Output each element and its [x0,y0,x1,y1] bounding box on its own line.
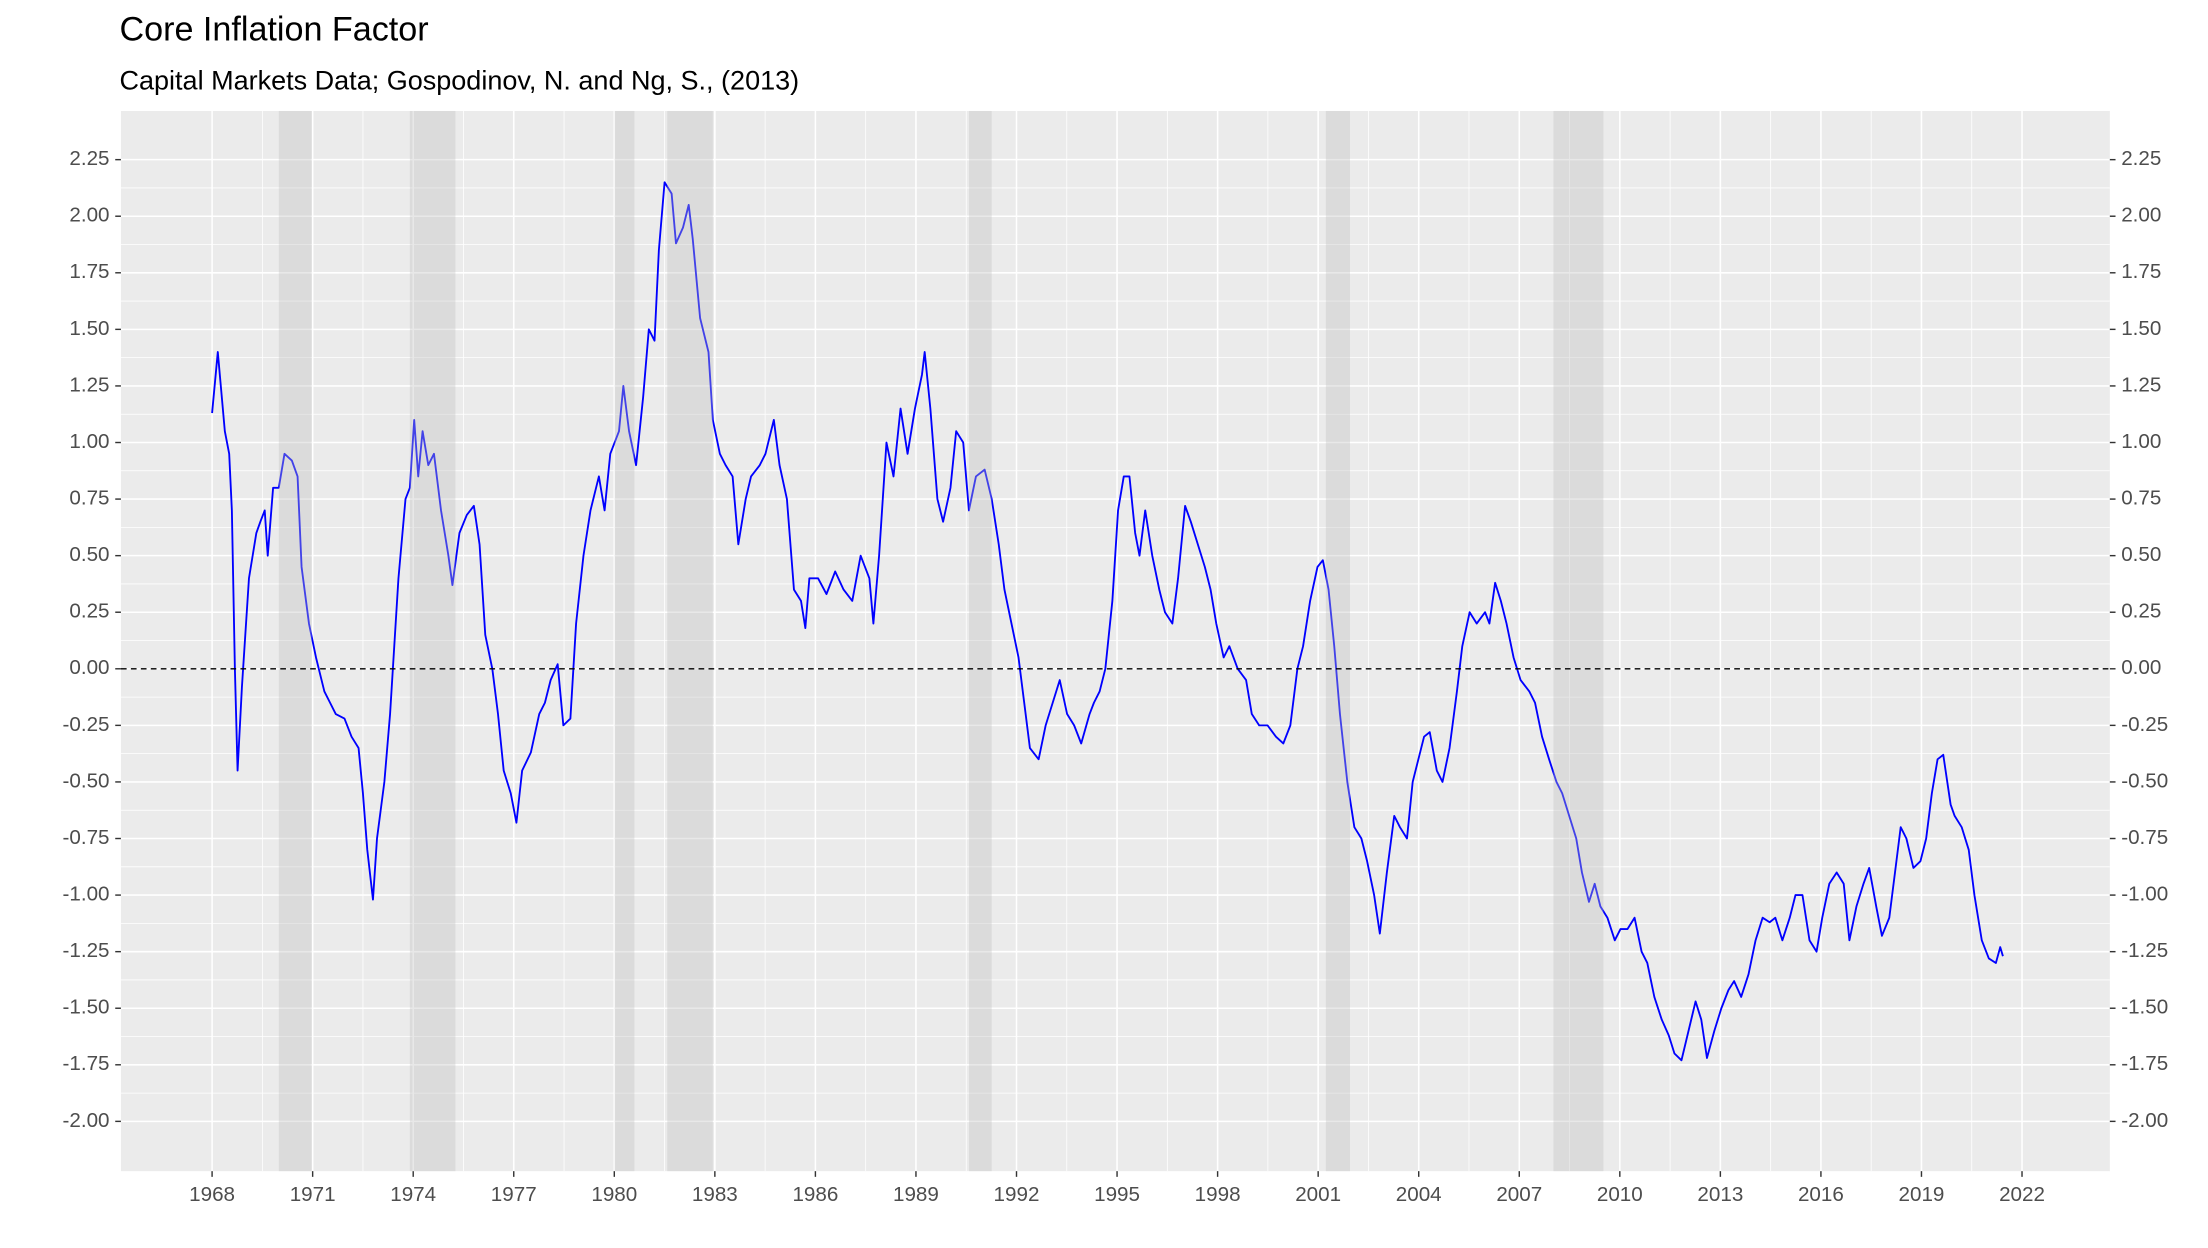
y-tick-label: 1.25 [69,373,109,396]
y2-tick-label: 0.50 [2121,543,2161,566]
y-tick-label: 1.50 [69,317,109,340]
y-tick-label: 0.50 [69,543,109,566]
y-tick-label: 2.25 [69,147,109,170]
y-tick-label: 2.00 [69,204,109,227]
y2-tick-label: -1.75 [2121,1052,2168,1075]
y-tick-label: -0.75 [63,826,110,849]
chart-title: Core Inflation Factor [120,10,429,48]
x-tick-label: 1992 [994,1183,1040,1206]
x-tick-label: 2010 [1597,1183,1643,1206]
y-tick-label: 0.25 [69,600,109,623]
y2-tick-label: -2.00 [2121,1109,2168,1132]
y-tick-label: -0.25 [63,713,110,736]
recession-band [1325,110,1351,1172]
y2-tick-label: -0.50 [2121,769,2168,792]
y-tick-label: -0.50 [63,769,110,792]
x-tick-label: 2007 [1496,1183,1542,1206]
y-tick-label: 0.75 [69,487,109,510]
y2-tick-label: 0.75 [2121,487,2161,510]
recession-band [278,110,312,1172]
y2-tick-label: 1.25 [2121,373,2161,396]
y-tick-label: 0.00 [69,656,109,679]
x-tick-label: 2022 [1999,1183,2045,1206]
y-tick-label: -1.00 [63,883,110,906]
x-tick-label: 1998 [1195,1183,1241,1206]
x-tick-label: 1974 [390,1183,436,1206]
x-tick-label: 1971 [290,1183,336,1206]
y2-tick-label: -1.50 [2121,996,2168,1019]
x-tick-label: 1995 [1094,1183,1140,1206]
x-tick-label: 2013 [1697,1183,1743,1206]
recession-band [409,110,456,1172]
x-tick-label: 1968 [189,1183,235,1206]
y-tick-label: -2.00 [63,1109,110,1132]
y-tick-label: 1.00 [69,430,109,453]
y2-tick-label: -1.00 [2121,883,2168,906]
y-tick-label: 1.75 [69,260,109,283]
y2-tick-label: -0.25 [2121,713,2168,736]
y-tick-label: -1.75 [63,1052,110,1075]
recession-band [667,110,713,1172]
x-tick-label: 2019 [1899,1183,1945,1206]
y2-tick-label: -1.25 [2121,939,2168,962]
data-line [211,181,2004,1062]
x-tick-label: 2016 [1798,1183,1844,1206]
chart-subtitle: Capital Markets Data; Gospodinov, N. and… [120,66,800,96]
y2-tick-label: 0.25 [2121,600,2161,623]
recession-band [968,110,992,1172]
x-tick-label: 1989 [893,1183,939,1206]
x-tick-label: 1977 [491,1183,537,1206]
x-tick-label: 2004 [1396,1183,1442,1206]
x-tick-label: 2001 [1295,1183,1341,1206]
plot-panel [120,110,2110,1172]
recession-band [1553,110,1604,1172]
x-tick-label: 1980 [591,1183,637,1206]
y-tick-label: -1.50 [63,996,110,1019]
x-tick-label: 1983 [692,1183,738,1206]
y2-tick-label: -0.75 [2121,826,2168,849]
y2-tick-label: 1.50 [2121,317,2161,340]
recession-band [614,110,635,1172]
y2-tick-label: 0.00 [2121,656,2161,679]
y2-tick-label: 2.25 [2121,147,2161,170]
y2-tick-label: 1.75 [2121,260,2161,283]
y-tick-label: -1.25 [63,939,110,962]
y2-tick-label: 2.00 [2121,204,2161,227]
y2-tick-label: 1.00 [2121,430,2161,453]
x-tick-label: 1986 [792,1183,838,1206]
